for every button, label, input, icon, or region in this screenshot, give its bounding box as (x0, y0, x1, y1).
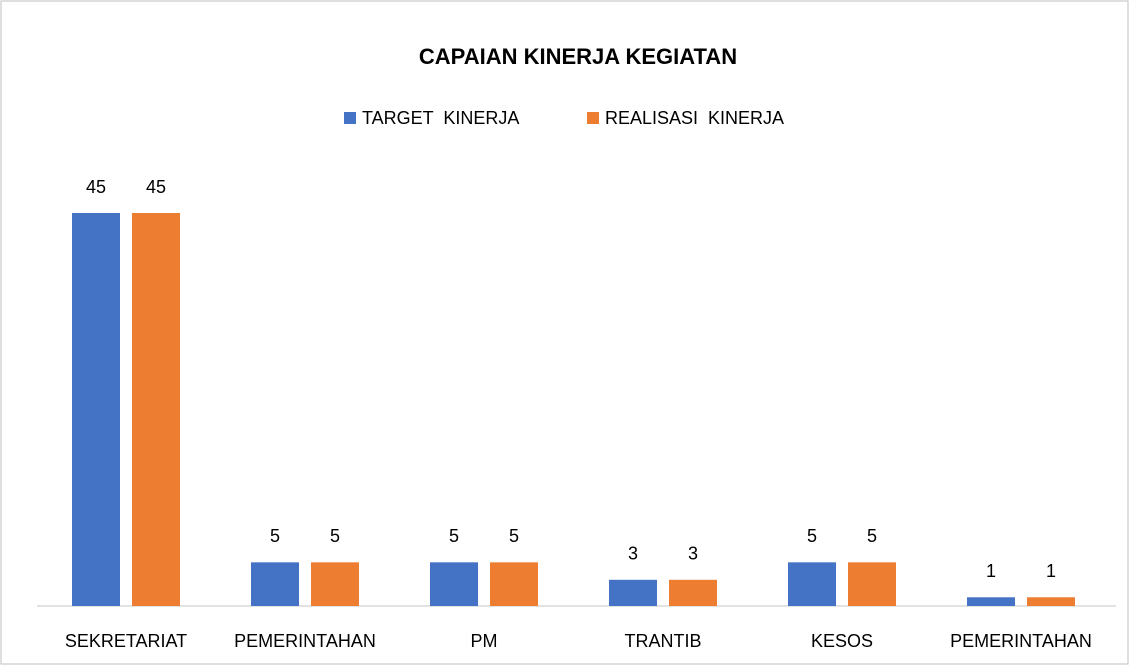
bar (848, 562, 896, 606)
bar (132, 213, 180, 606)
chart-title: CAPAIAN KINERJA KEGIATAN (419, 44, 737, 69)
data-label: 5 (449, 526, 459, 546)
bar (609, 579, 657, 606)
bar (669, 579, 717, 606)
data-label: 5 (807, 526, 817, 546)
x-tick-label: PEMERINTAHAN (950, 631, 1092, 651)
legend-label: REALISASI KINERJA (605, 108, 784, 128)
x-tick-label: PEMERINTAHAN (234, 631, 376, 651)
bar (251, 562, 299, 606)
data-label: 5 (270, 526, 280, 546)
legend-label: TARGET KINERJA (362, 108, 519, 128)
bar (72, 213, 120, 606)
x-tick-label: KESOS (811, 631, 873, 651)
data-label: 3 (688, 544, 698, 564)
data-label: 45 (86, 177, 106, 197)
x-tick-label: SEKRETARIAT (65, 631, 187, 651)
data-label: 3 (628, 544, 638, 564)
data-label: 45 (146, 177, 166, 197)
bar (311, 562, 359, 606)
data-label: 1 (986, 561, 996, 581)
x-tick-label: PM (471, 631, 498, 651)
bar (967, 597, 1015, 606)
data-label: 5 (867, 526, 877, 546)
bar (1027, 597, 1075, 606)
data-label: 5 (509, 526, 519, 546)
legend-swatch (587, 112, 599, 124)
bar (788, 562, 836, 606)
data-label: 1 (1046, 561, 1056, 581)
legend-swatch (344, 112, 356, 124)
bar (490, 562, 538, 606)
data-label: 5 (330, 526, 340, 546)
bar (430, 562, 478, 606)
x-tick-label: TRANTIB (624, 631, 701, 651)
